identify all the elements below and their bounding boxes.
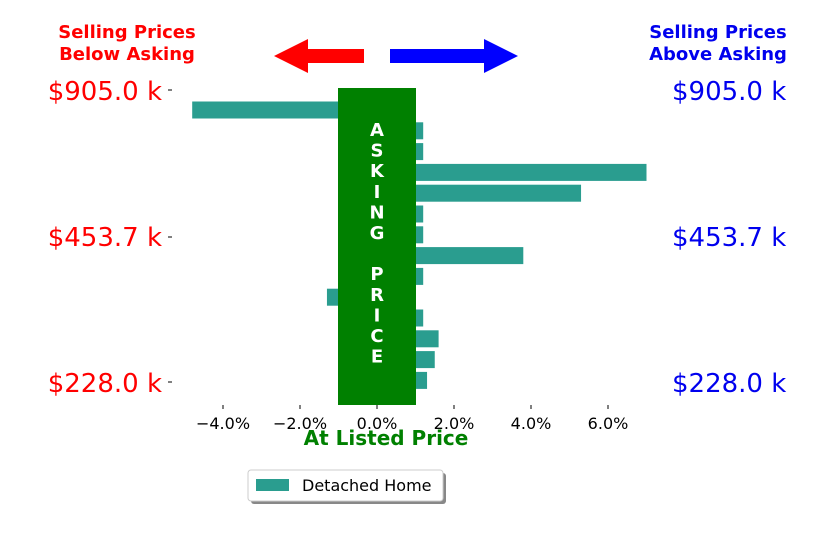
asking-letter: I <box>374 182 381 203</box>
x-tick-label: −4.0% <box>196 414 250 433</box>
bar <box>414 371 428 389</box>
left-price-bottom: $228.0 k <box>48 369 162 399</box>
bars-group <box>192 101 647 389</box>
bar <box>414 247 524 265</box>
x-tick-label: 6.0% <box>588 414 629 433</box>
asking-letter: C <box>370 326 383 347</box>
right-price-mid: $453.7 k <box>672 223 786 253</box>
asking-letter: N <box>369 202 384 223</box>
bar <box>414 309 424 327</box>
asking-price-band <box>338 88 416 405</box>
legend-label: Detached Home <box>302 476 432 495</box>
bar <box>414 330 439 348</box>
left-price-top: $905.0 k <box>48 77 162 107</box>
asking-letter: K <box>370 161 385 182</box>
bar <box>414 351 435 369</box>
bar <box>414 267 424 285</box>
x-tick-label: −2.0% <box>273 414 327 433</box>
right-price-bottom: $228.0 k <box>672 369 786 399</box>
left-header-line2: Below Asking <box>59 44 195 65</box>
x-tick-label: 0.0% <box>357 414 398 433</box>
right-header-line1: Selling Prices <box>649 22 786 43</box>
bar <box>414 122 424 140</box>
asking-letter: I <box>374 305 381 326</box>
right-price-top: $905.0 k <box>672 77 786 107</box>
bar <box>414 226 424 244</box>
bar <box>414 143 424 161</box>
bar <box>326 288 340 306</box>
asking-letter: A <box>370 120 384 141</box>
bar <box>414 163 647 181</box>
asking-letter: E <box>371 347 383 368</box>
right-header-line2: Above Asking <box>649 44 787 65</box>
asking-letter: S <box>371 141 384 162</box>
legend-box <box>247 469 444 502</box>
left-price-mid: $453.7 k <box>48 223 162 253</box>
at-listed-price-label: At Listed Price <box>304 426 469 450</box>
x-tick-label: 2.0% <box>434 414 475 433</box>
x-axis-ticks: −4.0% −2.0% 0.0% 2.0% 4.0% 6.0% <box>196 405 628 433</box>
x-tick-label: 4.0% <box>511 414 552 433</box>
bar <box>192 101 340 119</box>
legend: Detached Home <box>247 469 446 504</box>
asking-letter: G <box>370 223 385 244</box>
bar <box>414 205 424 223</box>
asking-letter: R <box>370 285 384 306</box>
legend-swatch <box>256 479 289 491</box>
left-header-line1: Selling Prices <box>58 22 195 43</box>
bar <box>414 184 582 202</box>
left-arrow-icon <box>274 39 364 73</box>
right-arrow-icon <box>390 39 518 73</box>
asking-letter: P <box>370 264 383 285</box>
